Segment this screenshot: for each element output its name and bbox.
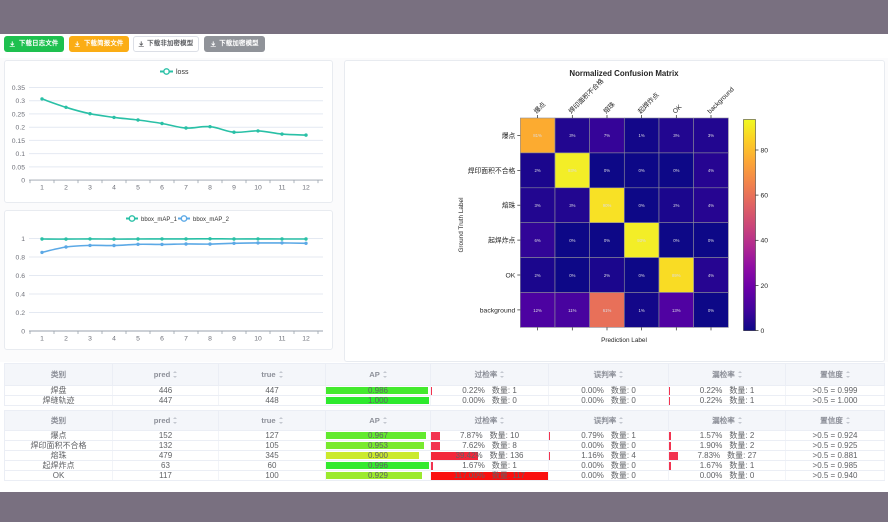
svg-text:0%: 0% (708, 238, 714, 243)
svg-text:0%: 0% (604, 238, 610, 243)
svg-text:爆点: 爆点 (532, 99, 548, 115)
svg-text:8: 8 (208, 335, 212, 342)
svg-text:3: 3 (88, 185, 92, 192)
svg-text:1: 1 (40, 185, 44, 192)
svg-text:0.2: 0.2 (16, 125, 26, 132)
svg-text:0.35: 0.35 (12, 85, 25, 92)
svg-text:background: background (706, 86, 736, 116)
svg-text:8: 8 (208, 185, 212, 192)
svg-text:1%: 1% (638, 133, 644, 138)
svg-text:3%: 3% (534, 203, 540, 208)
svg-text:0: 0 (21, 178, 25, 185)
svg-text:3%: 3% (708, 133, 714, 138)
svg-text:81%: 81% (533, 133, 542, 138)
svg-text:0: 0 (761, 328, 765, 335)
svg-text:12%: 12% (533, 308, 542, 313)
svg-text:Normalized Confusion Matrix: Normalized Confusion Matrix (569, 69, 679, 78)
svg-text:0.4: 0.4 (16, 291, 26, 298)
svg-text:13%: 13% (672, 308, 681, 313)
svg-text:2: 2 (64, 185, 68, 192)
svg-text:0: 0 (21, 328, 25, 335)
svg-text:4%: 4% (708, 273, 714, 278)
svg-text:93%: 93% (637, 238, 646, 243)
svg-text:60: 60 (761, 193, 769, 200)
svg-text:0%: 0% (708, 308, 714, 313)
svg-text:4%: 4% (708, 203, 714, 208)
svg-text:1%: 1% (638, 308, 644, 313)
svg-text:12: 12 (302, 335, 310, 342)
svg-text:2%: 2% (604, 273, 610, 278)
svg-text:9: 9 (232, 185, 236, 192)
svg-text:3: 3 (88, 335, 92, 342)
svg-text:20: 20 (761, 283, 769, 290)
svg-text:0%: 0% (638, 203, 644, 208)
svg-text:93%: 93% (568, 168, 577, 173)
svg-text:焊印面积不合格: 焊印面积不合格 (566, 76, 605, 115)
svg-text:11: 11 (278, 185, 285, 192)
svg-text:3%: 3% (569, 133, 575, 138)
svg-text:0%: 0% (569, 238, 575, 243)
svg-text:0.3: 0.3 (16, 98, 26, 105)
svg-text:OK: OK (505, 272, 515, 279)
svg-text:6: 6 (160, 335, 164, 342)
svg-text:熔珠: 熔珠 (502, 201, 516, 210)
svg-text:熔珠: 熔珠 (601, 99, 617, 115)
svg-text:0%: 0% (673, 168, 679, 173)
svg-text:0.1: 0.1 (16, 151, 26, 158)
svg-text:61%: 61% (603, 308, 612, 313)
svg-text:89%: 89% (672, 273, 681, 278)
svg-text:起焊炸点: 起焊炸点 (636, 90, 661, 115)
svg-text:80: 80 (761, 147, 769, 154)
svg-text:5: 5 (136, 185, 140, 192)
svg-text:焊印面积不合格: 焊印面积不合格 (468, 166, 516, 175)
svg-text:0%: 0% (673, 238, 679, 243)
svg-text:12: 12 (302, 185, 310, 192)
svg-text:Prediction Label: Prediction Label (601, 337, 647, 344)
svg-text:90%: 90% (603, 203, 612, 208)
svg-text:Ground Truth Label: Ground Truth Label (458, 197, 465, 252)
svg-text:爆点: 爆点 (502, 131, 516, 140)
svg-text:0%: 0% (569, 273, 575, 278)
svg-text:OK: OK (672, 103, 684, 115)
svg-text:40: 40 (761, 238, 769, 245)
svg-text:4: 4 (112, 335, 116, 342)
svg-text:5: 5 (136, 335, 140, 342)
svg-text:0.8: 0.8 (16, 254, 26, 261)
svg-text:7%: 7% (604, 133, 610, 138)
svg-text:3%: 3% (673, 133, 679, 138)
svg-text:bbox_mAP_2: bbox_mAP_2 (193, 216, 230, 222)
svg-text:0%: 0% (638, 273, 644, 278)
svg-text:4%: 4% (708, 168, 714, 173)
svg-text:loss: loss (176, 69, 189, 76)
svg-text:10: 10 (254, 335, 262, 342)
svg-text:0.2: 0.2 (16, 310, 26, 317)
svg-text:9: 9 (232, 335, 236, 342)
svg-text:0%: 0% (604, 168, 610, 173)
svg-text:2%: 2% (534, 273, 540, 278)
svg-text:1: 1 (40, 335, 44, 342)
svg-text:background: background (480, 307, 516, 314)
svg-text:0.6: 0.6 (16, 273, 26, 280)
svg-text:0%: 0% (638, 168, 644, 173)
svg-text:10: 10 (254, 185, 262, 192)
svg-text:bbox_mAP_1: bbox_mAP_1 (141, 216, 178, 222)
svg-text:6%: 6% (534, 238, 540, 243)
svg-text:11: 11 (278, 335, 285, 342)
svg-text:2%: 2% (534, 168, 540, 173)
svg-text:3%: 3% (569, 203, 575, 208)
svg-text:2: 2 (64, 335, 68, 342)
svg-text:1: 1 (21, 236, 25, 243)
svg-text:2%: 2% (673, 203, 679, 208)
svg-text:0.25: 0.25 (12, 111, 25, 118)
svg-text:0.15: 0.15 (12, 138, 25, 145)
svg-text:6: 6 (160, 185, 164, 192)
svg-text:11%: 11% (568, 308, 576, 313)
svg-text:7: 7 (184, 335, 188, 342)
svg-text:0.05: 0.05 (12, 164, 25, 171)
svg-text:起焊炸点: 起焊炸点 (488, 236, 515, 245)
svg-text:7: 7 (184, 185, 188, 192)
svg-text:4: 4 (112, 185, 116, 192)
